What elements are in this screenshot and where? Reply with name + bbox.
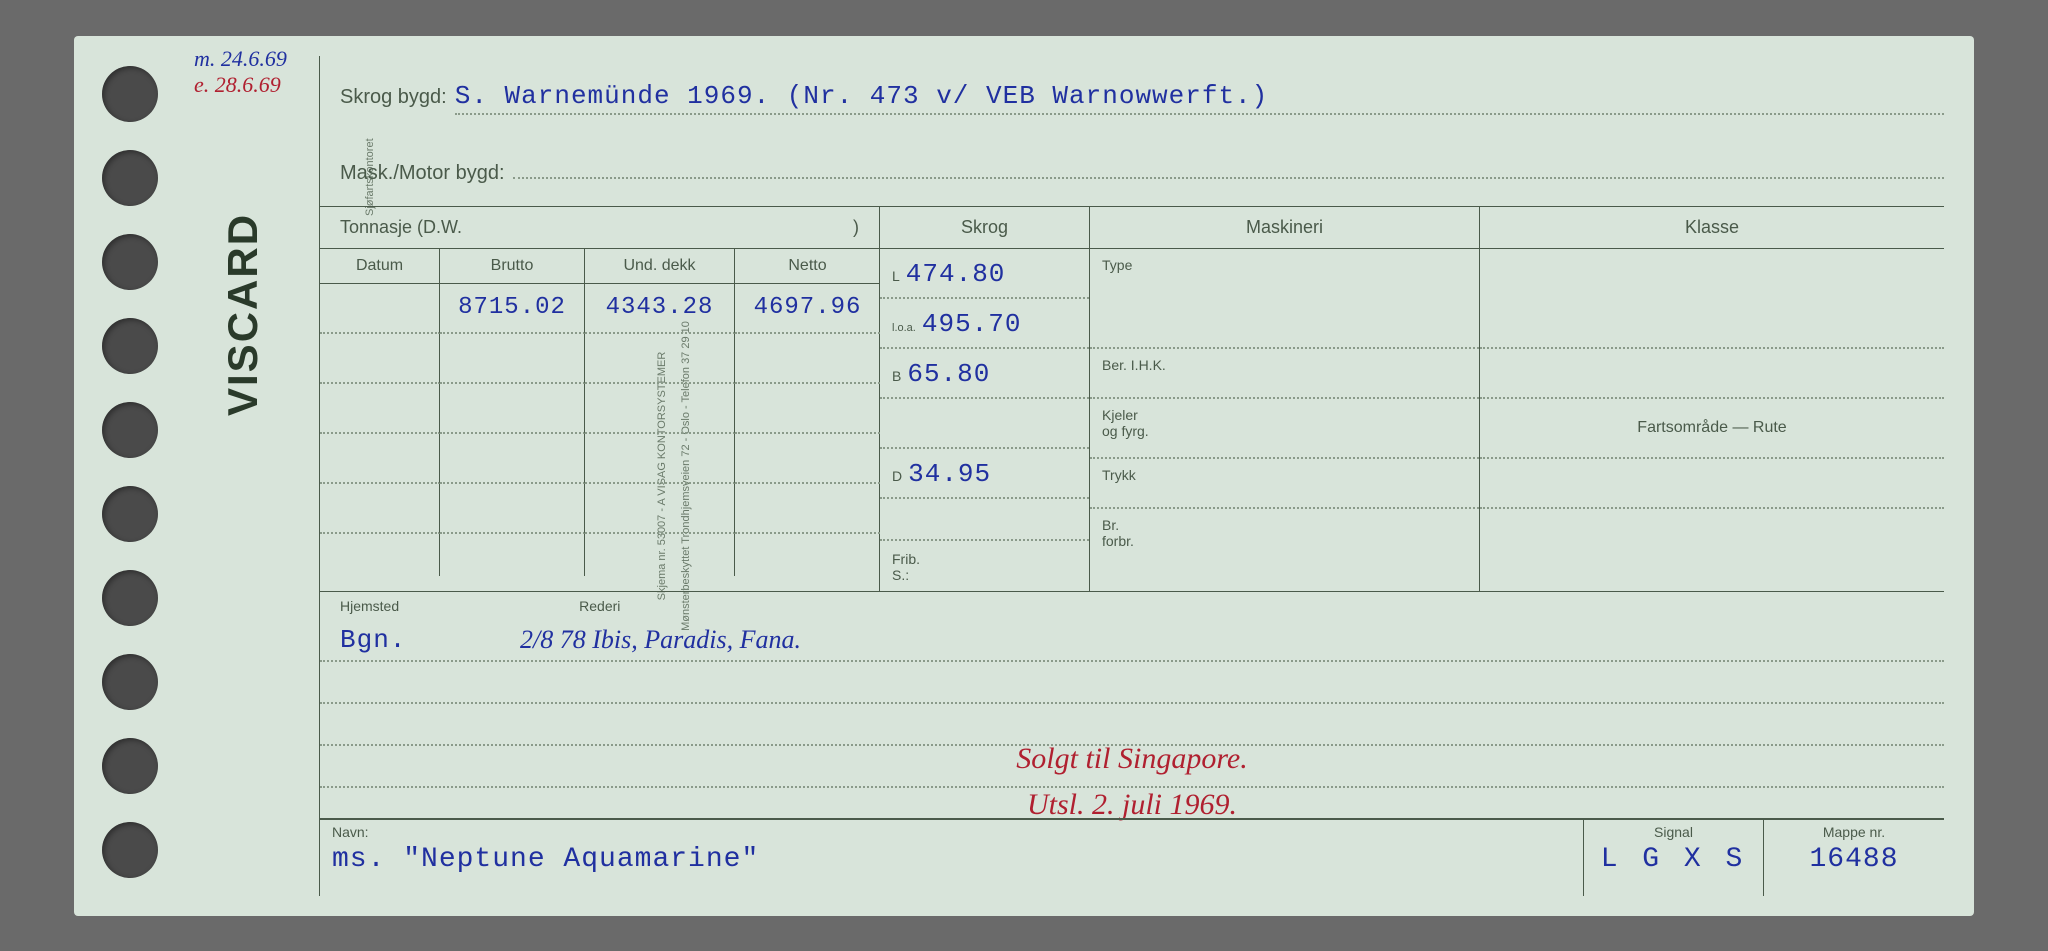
- mask-bygd-value: [513, 151, 1944, 179]
- hjemsted-line-1: Bgn. 2/8 78 Ibis, Paradis, Fana.: [320, 620, 1944, 662]
- mask-br: Br. forbr.: [1090, 509, 1479, 559]
- tonnasje-col: Tonnasje (D.W. ) Datum Brutto Und. dekk …: [320, 207, 880, 591]
- D-label: D: [892, 468, 902, 484]
- punch-holes: [102, 66, 158, 878]
- B-value: 65.80: [907, 359, 990, 389]
- und-dekk-value: 4343.28: [585, 284, 735, 334]
- L-value: 474.80: [906, 259, 1006, 289]
- tonnasje-header: Tonnasje (D.W. ): [320, 207, 879, 249]
- skrog-D: D 34.95: [880, 449, 1089, 499]
- col-netto: Netto: [735, 249, 880, 283]
- klasse-r1: [1480, 249, 1944, 349]
- col-und-dekk: Und. dekk: [585, 249, 735, 283]
- tonnage-row-3: [320, 384, 879, 434]
- skrog-bygd-label: Skrog bygd:: [340, 86, 447, 109]
- frib-label: Frib.: [892, 551, 920, 567]
- skrog-loa: l.o.a. 495.70: [880, 299, 1089, 349]
- klasse-r4: [1480, 459, 1944, 509]
- loa-label: l.o.a.: [892, 322, 916, 334]
- netto-value: 4697.96: [735, 284, 880, 334]
- klasse-fart: Fartsområde — Rute: [1480, 399, 1944, 459]
- hjemsted-label: Hjemsted: [340, 598, 399, 614]
- mappe-value: 16488: [1809, 844, 1898, 875]
- D-value: 34.95: [908, 459, 991, 489]
- navn-value: ms. "Neptune Aquamarine": [332, 844, 759, 875]
- hole: [102, 402, 158, 458]
- tonnasje-close: ): [853, 217, 859, 238]
- tonnage-row-1: 8715.02 4343.28 4697.96: [320, 284, 879, 334]
- annotation-date-2: e. 28.6.69: [194, 72, 281, 98]
- tonnage-subheader: Datum Brutto Und. dekk Netto: [320, 249, 879, 284]
- tonnage-row-5: [320, 484, 879, 534]
- klasse-r5: [1480, 509, 1944, 559]
- hole: [102, 654, 158, 710]
- tonnage-row-4: [320, 434, 879, 484]
- hjemsted-section: Hjemsted Rederi Bgn. 2/8 78 Ibis, Paradi…: [320, 591, 1944, 830]
- hjemsted-header: Hjemsted Rederi: [320, 592, 1944, 620]
- red-note-1: Solgt til Singapore.: [1016, 738, 1247, 780]
- navn-label: Navn:: [332, 824, 1571, 840]
- klasse-header: Klasse: [1480, 207, 1944, 249]
- B-label: B: [892, 368, 901, 384]
- klasse-col: Klasse Fartsområde — Rute: [1480, 207, 1944, 591]
- skrog-col: Skrog L 474.80 l.o.a. 495.70 B 65.80 D 3…: [880, 207, 1090, 591]
- hole: [102, 150, 158, 206]
- s-label: S.:: [892, 567, 909, 583]
- signal-cell: Signal L G X S: [1584, 820, 1764, 896]
- mask-bygd-row: Mask./Motor bygd:: [320, 116, 1944, 176]
- tonnage-row-6: [320, 534, 879, 576]
- hjemsted-line-2: [320, 662, 1944, 704]
- klasse-r2: [1480, 349, 1944, 399]
- mappe-cell: Mappe nr. 16488: [1764, 820, 1944, 896]
- hjemsted-city: Bgn.: [340, 625, 520, 655]
- skrog-empty2: [880, 499, 1089, 541]
- brutto-value: 8715.02: [440, 284, 585, 334]
- index-card: m. 24.6.69 e. 28.6.69 VISCARD Skjema nr.…: [74, 36, 1974, 916]
- hole: [102, 318, 158, 374]
- form-content: Skrog bygd: S. Warnemünde 1969. (Nr. 473…: [319, 56, 1944, 896]
- mask-ber: Ber. I.H.K.: [1090, 349, 1479, 399]
- hjemsted-line-4: Solgt til Singapore.: [320, 746, 1944, 788]
- tonnasje-label: Tonnasje (D.W.: [340, 217, 462, 238]
- mappe-label: Mappe nr.: [1776, 824, 1932, 840]
- hole: [102, 822, 158, 878]
- col-brutto: Brutto: [440, 249, 585, 283]
- maskineri-col: Maskineri Type Ber. I.H.K. Kjeler og fyr…: [1090, 207, 1480, 591]
- mask-trykk: Trykk: [1090, 459, 1479, 509]
- hole: [102, 570, 158, 626]
- rederi-label: Rederi: [579, 598, 620, 614]
- hole: [102, 66, 158, 122]
- main-grid: Tonnasje (D.W. ) Datum Brutto Und. dekk …: [320, 206, 1944, 592]
- rederi-value: 2/8 78 Ibis, Paradis, Fana.: [520, 625, 801, 655]
- skrog-bygd-row: Skrog bygd: S. Warnemünde 1969. (Nr. 473…: [320, 56, 1944, 116]
- hole: [102, 486, 158, 542]
- tonnage-row-2: [320, 334, 879, 384]
- skrog-B: B 65.80: [880, 349, 1089, 399]
- L-label: L: [892, 268, 900, 284]
- skrog-empty: [880, 399, 1089, 449]
- skrog-frib: Frib. S.:: [880, 541, 1089, 591]
- brand-logo: VISCARD: [219, 212, 267, 415]
- signal-label: Signal: [1596, 824, 1751, 840]
- mask-bygd-label: Mask./Motor bygd:: [340, 162, 505, 185]
- signal-value: L G X S: [1601, 844, 1747, 875]
- col-datum: Datum: [320, 249, 440, 283]
- loa-value: 495.70: [922, 309, 1022, 339]
- bottom-bar: Navn: ms. "Neptune Aquamarine" Signal L …: [320, 818, 1944, 896]
- hole: [102, 738, 158, 794]
- datum-value: [320, 284, 440, 334]
- navn-cell: Navn: ms. "Neptune Aquamarine": [320, 820, 1584, 896]
- hole: [102, 234, 158, 290]
- skrog-bygd-value: S. Warnemünde 1969. (Nr. 473 v/ VEB Warn…: [455, 81, 1944, 115]
- maskineri-header: Maskineri: [1090, 207, 1479, 249]
- mask-type: Type: [1090, 249, 1479, 349]
- annotation-date-1: m. 24.6.69: [194, 46, 287, 72]
- mask-kjeler: Kjeler og fyrg.: [1090, 399, 1479, 459]
- skrog-L: L 474.80: [880, 249, 1089, 299]
- skrog-header: Skrog: [880, 207, 1089, 249]
